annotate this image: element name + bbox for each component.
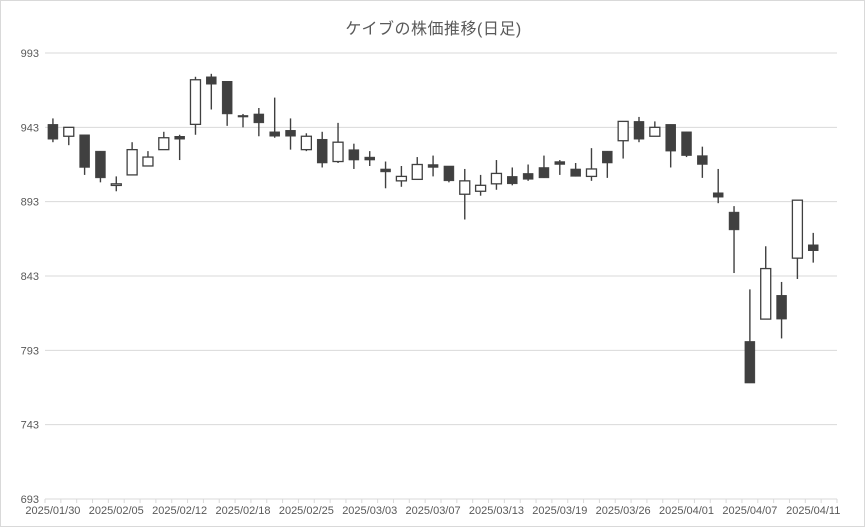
candle-body-down (253, 113, 265, 124)
candle-body-up (142, 156, 154, 167)
candle-body-down (221, 80, 233, 115)
y-axis-tick-label: 943 (21, 122, 39, 134)
chart-title: ケイブの株価推移(日足) (345, 21, 522, 38)
candle-body-down (380, 168, 391, 173)
x-axis-tick-label: 2025/03/13 (469, 505, 524, 517)
candle-body-up (63, 126, 75, 137)
candle-body-down (807, 244, 819, 251)
x-axis-tick-label: 2025/02/05 (89, 505, 144, 517)
candle-body-down (427, 164, 439, 168)
candle-body-down (633, 121, 645, 140)
candle-body-down (443, 165, 455, 182)
candle-body-up (332, 141, 344, 163)
x-axis-tick-label: 2025/02/18 (215, 505, 270, 517)
candle-body-up (411, 163, 423, 181)
y-axis-tick-label: 693 (21, 494, 39, 506)
candle-body-up (395, 175, 408, 182)
candle-body-down (316, 138, 328, 164)
y-axis-tick-label: 993 (21, 48, 39, 60)
candle-body-down (364, 156, 375, 161)
candle-body-down (697, 155, 708, 165)
candle-body-up (158, 137, 170, 151)
candle-body-up (617, 120, 629, 142)
candle-body-up (649, 126, 661, 137)
candle-body-down (237, 115, 249, 118)
candle-body-up (791, 199, 804, 259)
candle-body-down (538, 167, 550, 179)
candle-body-down (712, 192, 724, 198)
y-axis-tick-label: 793 (21, 345, 39, 357)
candle-body-down (269, 131, 280, 137)
x-axis-tick-label: 2025/03/07 (406, 505, 461, 517)
candle-body-down (554, 161, 566, 165)
y-axis-tick-label: 893 (21, 197, 39, 209)
candle-body-down (522, 173, 534, 180)
x-axis-tick-label: 2025/04/01 (659, 505, 714, 517)
y-axis-tick-label: 743 (21, 420, 39, 432)
x-axis-tick-label: 2025/04/11 (786, 505, 840, 517)
y-axis-tick-label: 843 (21, 271, 39, 283)
candle-body-down (665, 124, 676, 152)
candle-body-down (95, 150, 106, 179)
candle-body-down (776, 295, 787, 320)
x-axis-tick-label: 2025/02/25 (279, 505, 334, 517)
x-axis-tick-label: 2025/02/12 (152, 505, 207, 517)
candle-body-down (348, 149, 360, 161)
candle-body-up (474, 184, 487, 192)
candle-body-down (507, 176, 518, 185)
x-axis-tick-label: 2025/01/30 (25, 505, 80, 517)
candle-body-down (174, 136, 185, 140)
candle-body-down (728, 211, 740, 231)
candle-body-down (602, 150, 613, 164)
candle-body-down (285, 130, 296, 137)
x-axis-tick-label: 2025/04/07 (722, 505, 777, 517)
candle-body-down (681, 131, 692, 156)
candle-body-up (585, 168, 598, 178)
x-axis-tick-label: 2025/03/03 (342, 505, 397, 517)
candle-body-up (126, 148, 138, 176)
x-axis-tick-label: 2025/03/26 (596, 505, 651, 517)
candle-body-down (744, 341, 756, 384)
x-axis-tick-label: 2025/03/19 (532, 505, 587, 517)
candle-body-down (79, 134, 90, 168)
candle-body-up (760, 267, 772, 320)
candle-body-up (189, 79, 202, 126)
candle-body-up (300, 135, 313, 151)
candle-body-down (47, 124, 59, 140)
candle-body-up (459, 180, 471, 195)
candle-body-down (206, 76, 217, 85)
candle-body-down (570, 168, 581, 177)
candle-body-up (490, 172, 503, 185)
candle-body-up (110, 183, 122, 187)
